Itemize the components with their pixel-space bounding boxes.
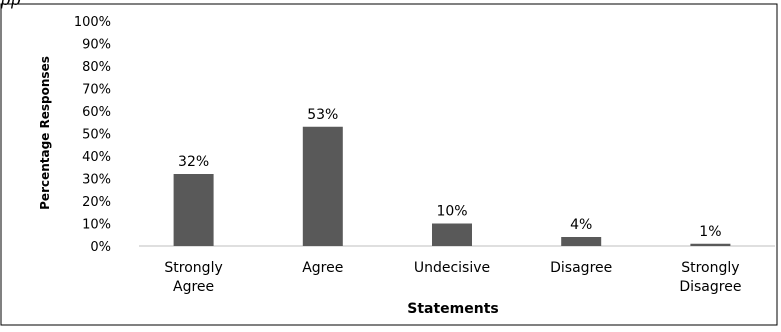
data-label: 1%: [699, 224, 721, 240]
x-axis-title: Statements: [407, 301, 499, 317]
bars: [173, 126, 731, 246]
data-label: 4%: [570, 217, 592, 233]
bar: [561, 237, 602, 246]
x-tick-label: Strongly: [164, 260, 222, 276]
data-label: 10%: [436, 204, 467, 220]
y-tick-label: 0%: [90, 240, 111, 255]
y-tick-label: 100%: [74, 15, 111, 30]
data-label: 32%: [178, 154, 209, 170]
y-tick-label: 20%: [82, 195, 111, 210]
data-labels: 32% 53% 10% 4% 1%: [178, 107, 721, 240]
x-tick-labels: Strongly Agree Agree Undecisive Disagree Stro…: [164, 260, 741, 295]
x-tick-label: Disagree: [550, 260, 612, 276]
x-tick-label: Agree: [173, 279, 214, 295]
y-tick-label: 50%: [82, 128, 111, 143]
bar: [690, 243, 731, 246]
y-tick-label: 60%: [82, 105, 111, 120]
y-axis-title: Percentage Responses: [38, 56, 52, 210]
bar: [173, 174, 214, 246]
x-tick-label: Strongly: [681, 260, 739, 276]
y-tick-label: 80%: [82, 60, 111, 75]
chart-border: [0, 3, 778, 326]
bar: [432, 223, 472, 246]
x-tick-label: Agree: [302, 260, 343, 276]
y-tick-label: 90%: [82, 38, 111, 53]
data-label: 53%: [307, 107, 338, 123]
y-tick-label: 40%: [82, 150, 111, 165]
x-tick-label: Undecisive: [414, 260, 490, 276]
bar: [302, 126, 343, 246]
y-tick-labels: 0% 10% 20% 30% 40% 50% 60% 70% 80% 90% 100%: [74, 15, 111, 255]
y-tick-label: 70%: [82, 83, 111, 98]
x-tick-label: Disagree: [679, 279, 741, 295]
cropped-heading-fragment: pp: [0, 0, 20, 9]
y-tick-label: 30%: [82, 173, 111, 188]
y-tick-label: 10%: [82, 218, 111, 233]
